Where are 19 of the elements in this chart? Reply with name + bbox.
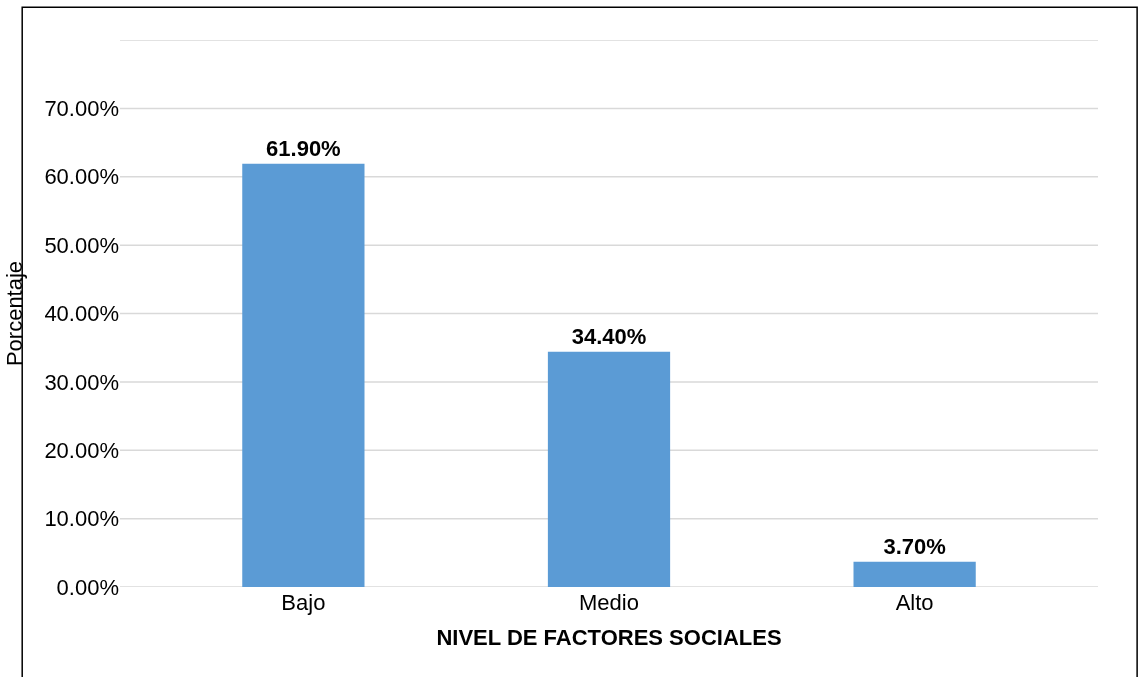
y-axis-title: Porcentaje [2,260,28,367]
x-tick-label: Alto [895,590,934,615]
y-tick-label: 10.00% [44,506,119,532]
y-tick-label: 50.00% [44,232,119,258]
x-tick-label: Bajo [281,590,326,615]
x-axis-title: NIVEL DE FACTORES SOCIALES [436,624,782,650]
y-tick-label: 40.00% [44,301,119,327]
bar [547,351,671,587]
bar [853,561,976,587]
data-label: 34.40% [571,323,647,349]
bar [242,163,365,587]
y-tick-label: 20.00% [44,437,119,463]
data-label: 61.90% [266,135,341,161]
x-tick-label: Medio [579,590,639,615]
y-tick-label: 0.00% [56,574,119,600]
y-tick-label: 30.00% [44,369,119,395]
y-tick-label: 60.00% [44,164,119,190]
y-tick-label: 70.00% [44,96,119,122]
data-label: 3.70% [883,533,946,559]
